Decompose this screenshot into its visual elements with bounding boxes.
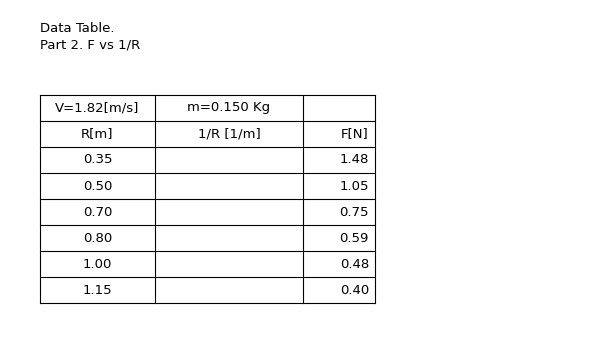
Text: 0.59: 0.59 — [340, 231, 369, 245]
Text: 0.50: 0.50 — [83, 179, 112, 193]
Text: 0.80: 0.80 — [83, 231, 112, 245]
Text: V=1.82[m/s]: V=1.82[m/s] — [56, 101, 140, 115]
Text: 1/R [1/m]: 1/R [1/m] — [197, 128, 260, 140]
Text: 0.48: 0.48 — [340, 257, 369, 270]
Text: F[N]: F[N] — [342, 128, 369, 140]
Text: m=0.150 Kg: m=0.150 Kg — [188, 101, 271, 115]
Text: 0.40: 0.40 — [340, 284, 369, 296]
Text: 1.15: 1.15 — [82, 284, 112, 296]
Text: Data Table.: Data Table. — [40, 22, 114, 35]
Text: Part 2. F vs 1/R: Part 2. F vs 1/R — [40, 38, 141, 51]
Text: 1.05: 1.05 — [340, 179, 369, 193]
Text: 0.75: 0.75 — [340, 206, 369, 218]
Text: R[m]: R[m] — [81, 128, 114, 140]
Text: 0.35: 0.35 — [82, 154, 112, 167]
Text: 0.70: 0.70 — [83, 206, 112, 218]
Text: 1.48: 1.48 — [340, 154, 369, 167]
Text: 1.00: 1.00 — [83, 257, 112, 270]
